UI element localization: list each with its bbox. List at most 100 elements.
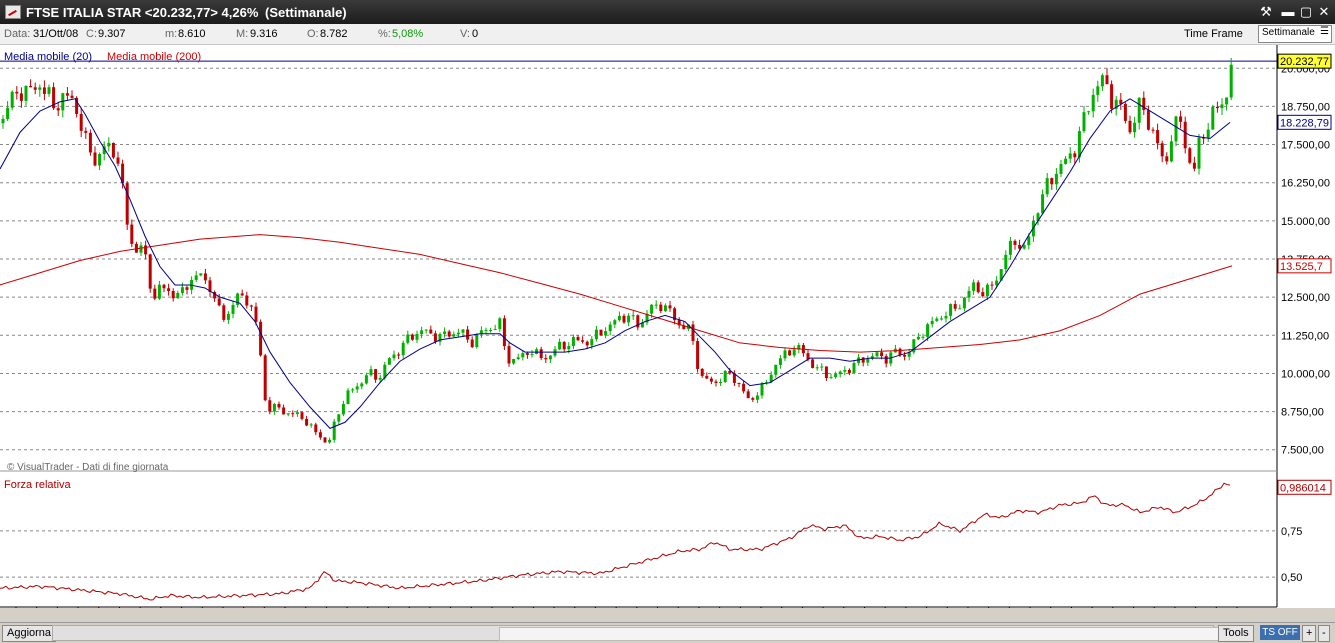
candle-body [1146,110,1150,130]
candle-body [696,341,700,369]
ts-toggle[interactable]: TS OFF [1260,625,1300,640]
candle-body [484,330,488,332]
candle-body [332,421,336,440]
candle-body [636,315,640,328]
candle-body [70,95,74,98]
candle-body [530,353,534,355]
vol-label: V: [460,28,470,40]
candle-body [199,273,203,276]
close-label: C: [86,28,97,40]
candle-body [1211,106,1215,130]
candle-body [627,315,631,323]
candle-body [673,308,677,321]
tools-icon[interactable]: ⚒ [1260,4,1272,19]
max-value: 9.316 [250,28,278,40]
candle-body [1100,75,1104,87]
candle-body [1059,163,1063,174]
zoom-in-button[interactable]: + [1302,625,1317,642]
min-label: m: [165,28,178,40]
candle-body [525,353,529,355]
candle-body [410,334,414,340]
y-tick-label: 17.500,00 [1281,140,1330,152]
candle-body [995,280,999,286]
candle-body [650,304,654,314]
candle-body [847,369,851,373]
candle-body [498,318,502,330]
candle-body [470,339,474,348]
candle-body [1197,137,1201,169]
candle-body [824,366,828,379]
candle-body [1165,156,1169,162]
candle-body [843,369,847,372]
minimize-icon[interactable]: ▬ [1281,4,1295,19]
candle-body [236,293,240,305]
candle-body [774,364,778,375]
candle-body [875,352,879,357]
candle-body [719,382,723,384]
candle-body [788,350,792,356]
candle-body [42,87,46,94]
candle-body [654,304,658,306]
candle-body [254,306,258,322]
candle-body [360,383,364,387]
candle-body [884,356,888,364]
candle-body [838,371,842,375]
candle-body [300,412,304,419]
candle-body [820,366,824,368]
maximize-icon[interactable]: ▢ [1299,4,1313,19]
candle-body [760,383,764,396]
candle-body [944,315,948,319]
candle-body [19,93,23,101]
candle-body [309,424,313,426]
y-tick-label: 11.250,00 [1281,330,1329,342]
candle-body [1192,162,1196,169]
candle-body [976,282,980,293]
ma20-line [0,98,1231,429]
candle-body [1174,116,1178,142]
candle-body [139,245,143,253]
candle-body [1137,97,1141,123]
candle-body [1077,131,1081,158]
candle-body [1220,104,1224,109]
candle-body [475,334,479,348]
candle-body [355,386,359,390]
candle-body [130,224,134,244]
candle-body [723,370,727,383]
candle-body [185,287,189,290]
candle-body [305,418,309,426]
open-label: O: [307,28,319,40]
candle-body [732,373,736,383]
candle-body [286,413,290,415]
candle-body [1225,97,1229,105]
candle-body [443,331,447,334]
candle-body [93,152,97,166]
timeframe-label: Time Frame [1184,28,1243,40]
rs-y-tick-label: 0,75 [1281,526,1302,538]
candle-body [1045,178,1049,195]
candle-body [677,320,681,326]
candle-body [880,352,884,357]
candle-body [33,87,37,90]
candle-body [429,329,433,334]
candle-body [162,284,166,289]
candle-body [10,91,14,108]
candle-body [52,87,56,109]
candle-body [1128,120,1132,133]
candle-body [548,355,552,360]
timeframe-select[interactable]: Settimanale ☰ [1258,25,1332,43]
candle-body [1169,141,1173,162]
candle-body [769,374,773,383]
scrollbar-thumb[interactable] [499,627,1231,641]
refresh-button[interactable]: Aggiorna [2,625,57,642]
zoom-out-button[interactable]: - [1318,625,1330,642]
tools-button[interactable]: Tools [1218,625,1254,642]
candle-body [75,97,79,114]
candle-body [1179,116,1183,122]
chart-svg: 7.500,00 8.750,00 10.000,00 11.250,00 12.500… [0,45,1332,608]
candle-body [797,345,801,350]
candle-body [424,329,428,331]
close-icon[interactable]: ✕ [1318,4,1330,19]
candle-body [346,390,350,404]
candle-body [116,157,120,164]
horizontal-scrollbar[interactable] [52,625,1231,641]
